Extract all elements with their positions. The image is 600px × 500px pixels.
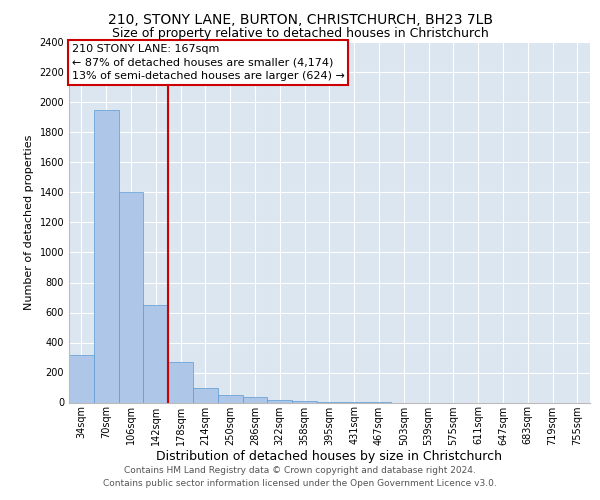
Bar [193,388,218,402]
Text: 210 STONY LANE: 167sqm
← 87% of detached houses are smaller (4,174)
13% of semi-: 210 STONY LANE: 167sqm ← 87% of detached… [71,44,344,80]
Bar [94,110,119,403]
Bar [242,396,268,402]
Text: Size of property relative to detached houses in Christchurch: Size of property relative to detached ho… [112,28,488,40]
Bar [218,395,242,402]
Y-axis label: Number of detached properties: Number of detached properties [24,135,34,310]
Bar [292,401,317,402]
Bar [168,362,193,403]
Bar [119,192,143,402]
Bar [69,354,94,403]
Text: Contains HM Land Registry data © Crown copyright and database right 2024.
Contai: Contains HM Land Registry data © Crown c… [103,466,497,487]
X-axis label: Distribution of detached houses by size in Christchurch: Distribution of detached houses by size … [157,450,502,464]
Bar [143,305,168,402]
Bar [268,400,292,402]
Text: 210, STONY LANE, BURTON, CHRISTCHURCH, BH23 7LB: 210, STONY LANE, BURTON, CHRISTCHURCH, B… [107,12,493,26]
